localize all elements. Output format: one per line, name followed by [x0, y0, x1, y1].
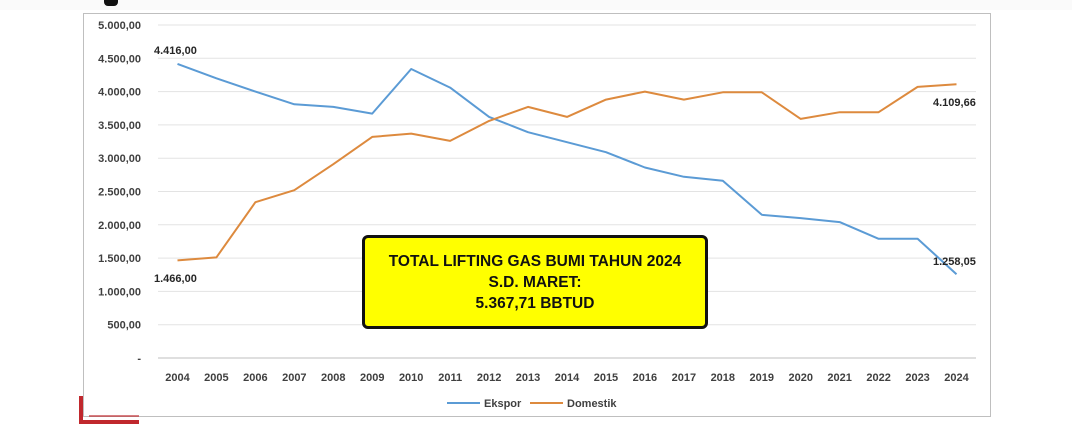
x-tick-label: 2020: [788, 372, 812, 384]
x-tick-label: 2005: [204, 372, 228, 384]
x-tick-label: 2018: [711, 372, 735, 384]
cropped-title-glyph: [104, 0, 118, 6]
x-tick-label: 2019: [750, 372, 774, 384]
x-tick-label: 2006: [243, 372, 267, 384]
total-lifting-callout: TOTAL LIFTING GAS BUMI TAHUN 2024 S.D. M…: [362, 235, 708, 329]
x-tick-label: 2011: [438, 372, 462, 384]
x-tick-label: 2007: [282, 372, 306, 384]
domestik-end-label: 4.109,66: [933, 97, 976, 109]
y-tick-label: 5.000,00: [98, 20, 141, 32]
x-tick-label: 2004: [165, 372, 190, 384]
y-tick-label: 500,00: [107, 320, 141, 332]
x-tick-label: 2015: [594, 372, 618, 384]
callout-line-3: 5.367,71 BBTUD: [475, 294, 595, 312]
x-tick-label: 2010: [399, 372, 423, 384]
x-tick-label: 2016: [633, 372, 657, 384]
legend: Ekspor Domestik: [447, 398, 617, 410]
series-line-ekspor: [177, 62, 958, 275]
x-axis-ticks: 2004 2005 2006 2007 2008 2009 2010 2011 2012 2013…: [165, 372, 969, 384]
y-tick-label: 3.500,00: [98, 120, 141, 132]
y-tick-label: 4.500,00: [98, 53, 141, 65]
gridlines: [158, 24, 976, 359]
data-labels: 4.416,00 1.466,00 1.258,05 4.109,66: [154, 45, 976, 285]
chart-frame: [83, 13, 991, 417]
x-tick-label: 2024: [944, 372, 969, 384]
callout-line-2: S.D. MARET:: [488, 273, 582, 291]
y-tick-label: 4.000,00: [98, 87, 141, 99]
ekspor-end-label: 1.258,05: [933, 256, 976, 268]
top-band: [0, 0, 1072, 10]
ekspor-start-label: 4.416,00: [154, 45, 197, 57]
legend-domestik-label: Domestik: [567, 398, 617, 410]
callout-line-1: TOTAL LIFTING GAS BUMI TAHUN 2024: [388, 252, 682, 270]
series-lines: [177, 62, 958, 275]
x-tick-label: 2013: [516, 372, 540, 384]
x-tick-label: 2014: [555, 372, 580, 384]
series-line-domestik: [177, 83, 957, 262]
x-tick-label: 2023: [905, 372, 929, 384]
y-tick-label: 2.500,00: [98, 187, 141, 199]
y-tick-label: 1.500,00: [98, 253, 141, 265]
x-tick-label: 2017: [672, 372, 696, 384]
x-tick-label: 2012: [477, 372, 501, 384]
corner-decoration: [79, 396, 139, 424]
y-tick-label: -: [137, 353, 141, 365]
legend-ekspor-label: Ekspor: [484, 398, 522, 410]
x-tick-label: 2022: [866, 372, 890, 384]
y-tick-label: 1.000,00: [98, 286, 141, 298]
y-axis-ticks: - 500,00 1.000,00 1.500,00 2.000,00 2.500,00 3…: [98, 20, 141, 365]
domestik-start-label: 1.466,00: [154, 273, 197, 285]
x-tick-label: 2021: [827, 372, 851, 384]
y-tick-label: 3.000,00: [98, 153, 141, 165]
x-tick-label: 2008: [321, 372, 345, 384]
y-tick-label: 2.000,00: [98, 220, 141, 232]
x-tick-label: 2009: [360, 372, 384, 384]
